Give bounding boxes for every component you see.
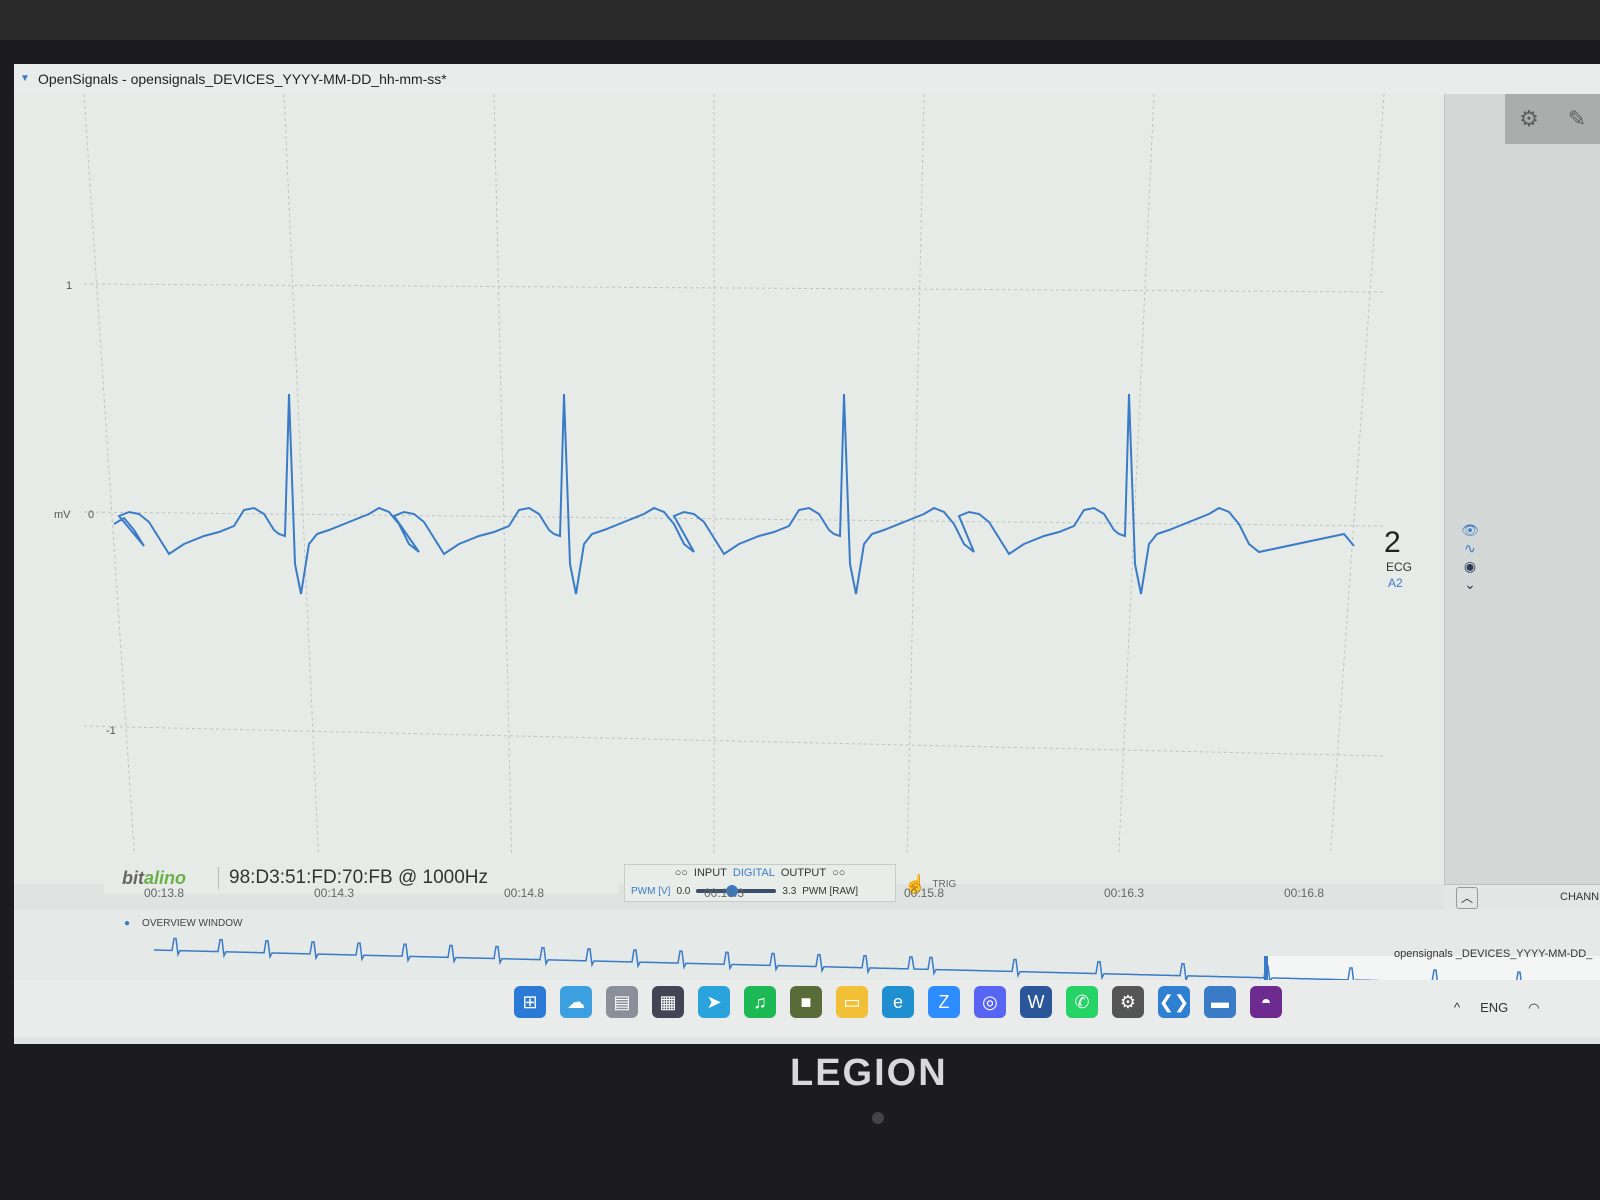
plot-svg: mV 1 0 -1 <box>14 94 1444 884</box>
pin-icon[interactable]: ✎ <box>1562 104 1592 134</box>
grid-line-vertical <box>1330 94 1384 854</box>
grid-line-horizontal <box>84 284 1384 292</box>
y-tick-label: 0 <box>88 509 94 521</box>
app-icon: ▼ <box>20 74 30 84</box>
grid <box>84 94 1384 854</box>
files-icon[interactable]: ▤ <box>606 986 638 1018</box>
y-tick-label: 1 <box>66 280 72 292</box>
edge-icon[interactable]: e <box>882 986 914 1018</box>
chevron-down-icon[interactable]: ⌄ <box>1464 576 1476 592</box>
y-tick-label: -1 <box>106 725 116 737</box>
zoom-icon[interactable]: Z <box>928 986 960 1018</box>
wave-icon[interactable]: ∿ <box>1464 540 1476 556</box>
x-tick-label: 00:14.3 <box>314 886 354 900</box>
channel-number: 2 <box>1384 526 1401 560</box>
output-led-icon[interactable]: ○○ <box>832 867 845 881</box>
x-tick-label: 00:13.8 <box>144 886 184 900</box>
channels-bar: ︿ CHANNELS <box>1444 884 1600 911</box>
eye-icon[interactable]: 👁 <box>1461 522 1479 538</box>
taskbar: ⊞ ☁ ▤ ▦ ➤ ♫ ■ ▭ e Z ◎ W ✆ ⚙ ❮❯ ▬ ◓ ^ ENG ◠ <box>14 980 1600 1036</box>
io-output-label: OUTPUT <box>781 867 826 881</box>
minecraft-icon[interactable]: ■ <box>790 986 822 1018</box>
x-tick-label: 00:16.8 <box>1284 886 1324 900</box>
windows-start-icon[interactable]: ⊞ <box>514 986 546 1018</box>
side-toolbar: ⚙ ✎ <box>1505 94 1600 144</box>
widgets-icon[interactable]: ☁ <box>560 986 592 1018</box>
channel-controls: 👁 ∿ ◉ ⌄ <box>1459 522 1481 592</box>
folder-icon[interactable]: ▭ <box>836 986 868 1018</box>
discord-icon[interactable]: ◎ <box>974 986 1006 1018</box>
channel-port: A2 <box>1388 576 1403 590</box>
word-icon[interactable]: W <box>1020 986 1052 1018</box>
time-axis: 00:13.8 00:14.3 00:14.8 00:15.3 00:15.8 … <box>14 884 1444 908</box>
chevron-up-icon[interactable]: ^ <box>1454 1000 1460 1016</box>
x-tick-label: 00:16.3 <box>1104 886 1144 900</box>
camera-icon <box>872 1112 884 1124</box>
laptop-brand: LEGION <box>790 1052 948 1095</box>
wifi-icon[interactable]: ◠ <box>1528 1000 1539 1016</box>
screen: ▼ OpenSignals - opensignals_DEVICES_YYYY… <box>14 64 1600 1044</box>
grid-line-vertical <box>284 94 318 854</box>
calculator-icon[interactable]: ▦ <box>652 986 684 1018</box>
grid-line-horizontal <box>84 512 1384 526</box>
grid-line-vertical <box>494 94 512 854</box>
io-header: ○○ INPUT DIGITAL OUTPUT ○○ <box>625 867 895 881</box>
taskbar-icons: ⊞ ☁ ▤ ▦ ➤ ♫ ■ ▭ e Z ◎ W ✆ ⚙ ❮❯ ▬ ◓ <box>514 986 1282 1018</box>
input-led-icon: ○○ <box>675 867 688 881</box>
github-icon[interactable]: ◓ <box>1250 986 1282 1018</box>
io-digital-label: DIGITAL <box>733 867 775 881</box>
whatsapp-icon[interactable]: ✆ <box>1066 986 1098 1018</box>
side-panel: ⚙ ✎ <box>1444 94 1600 884</box>
settings-icon[interactable]: ⚙ <box>1112 986 1144 1018</box>
x-tick-label: 00:15.3 <box>704 886 744 900</box>
system-tray: ^ ENG ◠ <box>1454 1000 1540 1016</box>
window-title: OpenSignals - opensignals_DEVICES_YYYY-M… <box>38 71 447 87</box>
target-icon[interactable]: ◉ <box>1464 558 1476 574</box>
grid-line-vertical <box>84 94 134 854</box>
channel-name: ECG <box>1386 560 1412 574</box>
channels-label[interactable]: CHANNELS <box>1560 891 1600 903</box>
language-indicator[interactable]: ENG <box>1480 1000 1508 1016</box>
x-tick-label: 00:14.8 <box>504 886 544 900</box>
x-tick-label: 00:15.8 <box>904 886 944 900</box>
overview-file-name: opensignals _DEVICES_YYYY-MM-DD_ <box>1394 948 1592 960</box>
signal-plot[interactable]: mV 1 0 -1 <box>14 94 1444 884</box>
opensignals-icon[interactable]: ▬ <box>1204 986 1236 1018</box>
spotify-icon[interactable]: ♫ <box>744 986 776 1018</box>
chevron-up-icon[interactable]: ︿ <box>1456 887 1478 909</box>
y-unit-label: mV <box>54 509 71 521</box>
ecg-signal-line <box>114 394 1354 594</box>
grid-line-vertical <box>1119 94 1154 854</box>
grid-line-vertical <box>907 94 924 854</box>
telegram-icon[interactable]: ➤ <box>698 986 730 1018</box>
io-input-label: INPUT <box>694 867 727 881</box>
vscode-icon[interactable]: ❮❯ <box>1158 986 1190 1018</box>
grid-line-horizontal <box>84 726 1384 756</box>
title-bar[interactable]: ▼ OpenSignals - opensignals_DEVICES_YYYY… <box>14 64 1600 94</box>
gear-icon[interactable]: ⚙ <box>1514 104 1544 134</box>
